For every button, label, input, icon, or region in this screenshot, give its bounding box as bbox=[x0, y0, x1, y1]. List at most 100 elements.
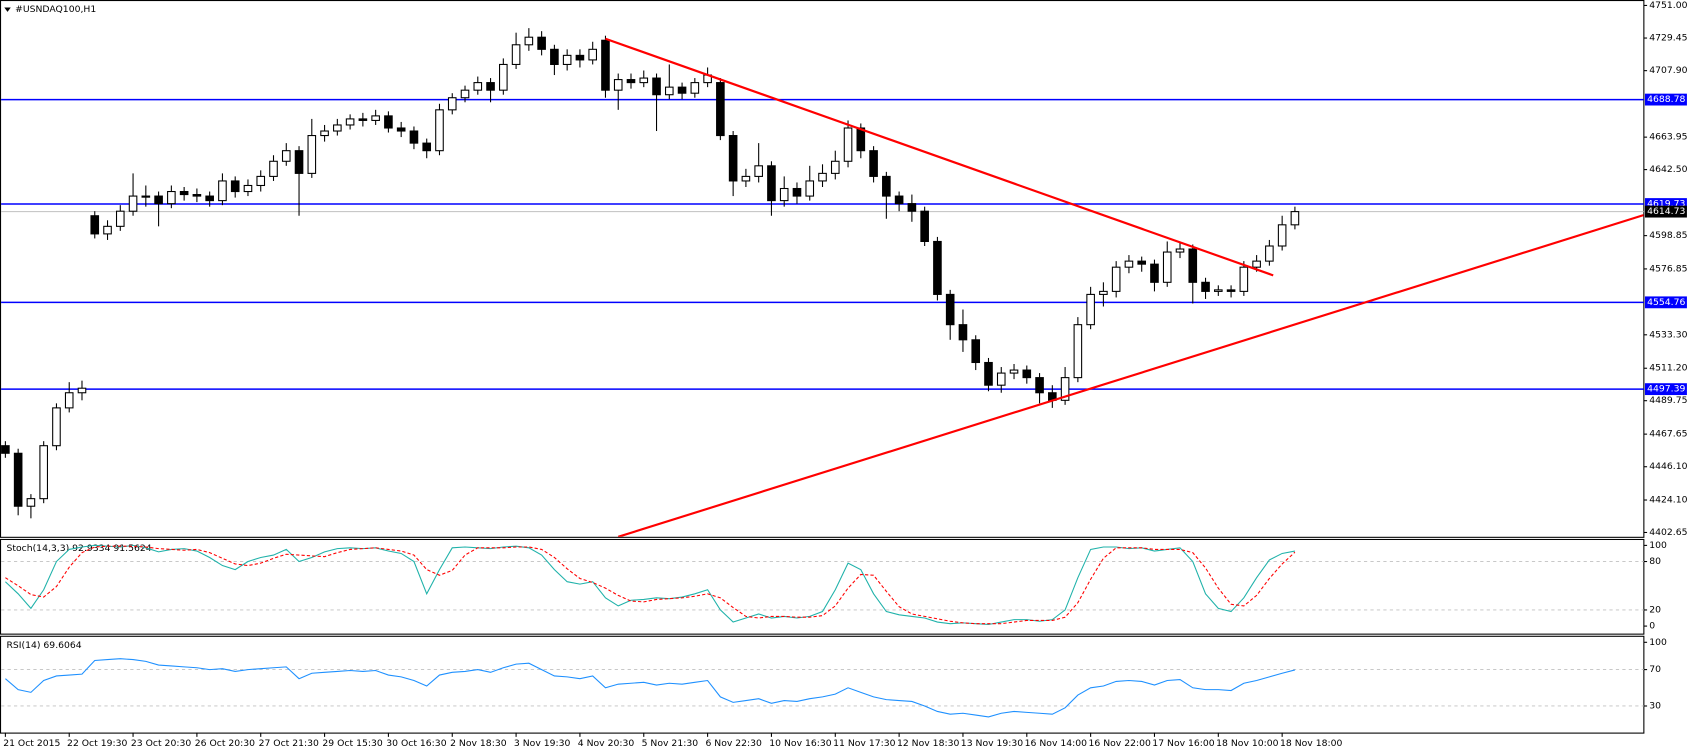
candle-body bbox=[26, 498, 36, 507]
candle-body bbox=[652, 77, 661, 96]
level-label: 4497.39 bbox=[1647, 384, 1685, 395]
y-tick-label: 4446.10 bbox=[1649, 461, 1687, 472]
candle-body bbox=[167, 190, 176, 205]
candle-body bbox=[613, 79, 623, 91]
candle-body bbox=[958, 324, 968, 341]
x-tick-label: 6 Nov 22:30 bbox=[705, 738, 762, 749]
x-tick-label: 18 Nov 18:00 bbox=[1280, 738, 1342, 749]
y-tick-label: 70 bbox=[1649, 664, 1661, 675]
candle-body bbox=[894, 195, 904, 205]
x-tick-label: 29 Oct 15:30 bbox=[322, 738, 382, 749]
level-label: 4554.76 bbox=[1647, 297, 1685, 308]
y-tick-label: 100 bbox=[1649, 540, 1667, 551]
candle-body bbox=[1175, 248, 1185, 253]
candle-body bbox=[1239, 266, 1249, 292]
y-tick-label: 4489.75 bbox=[1649, 395, 1687, 406]
x-tick-label: 16 Nov 14:00 bbox=[1025, 738, 1087, 749]
y-tick-label: 80 bbox=[1649, 556, 1661, 567]
candle-body bbox=[1111, 266, 1121, 292]
level-label-box bbox=[1644, 93, 1687, 106]
candle-body bbox=[103, 225, 112, 235]
candle-body bbox=[1265, 245, 1274, 262]
y-tick-label: 4729.45 bbox=[1649, 33, 1687, 44]
candle-body bbox=[1290, 211, 1300, 226]
last-price-label: 4614.73 bbox=[1647, 206, 1685, 217]
series-line bbox=[5, 658, 1296, 718]
candle-body bbox=[460, 89, 470, 99]
x-tick-label: 26 Oct 20:30 bbox=[195, 738, 255, 749]
candle-body bbox=[1252, 260, 1261, 268]
candle-body bbox=[1035, 377, 1044, 394]
x-tick-label: 16 Nov 22:00 bbox=[1088, 738, 1150, 749]
x-tick-label: 4 Nov 20:30 bbox=[578, 738, 635, 749]
x-tick-label: 2 Nov 18:30 bbox=[450, 738, 507, 749]
x-tick-label: 11 Nov 17:30 bbox=[833, 738, 895, 749]
y-tick-label: 0 bbox=[1649, 621, 1655, 632]
candle-body bbox=[154, 195, 163, 205]
candle-body bbox=[818, 172, 827, 182]
candle-body bbox=[933, 240, 942, 295]
level-label-box bbox=[1644, 296, 1687, 309]
x-tick-label: 17 Nov 16:00 bbox=[1152, 738, 1214, 749]
candle-body bbox=[396, 127, 406, 132]
candle-body bbox=[269, 160, 278, 177]
y-tick-label: 4707.90 bbox=[1649, 65, 1687, 76]
candle-body bbox=[294, 150, 304, 174]
panel-title: RSI(14) 69.6064 bbox=[6, 640, 81, 651]
candle-body bbox=[345, 118, 355, 126]
x-tick-label: 22 Oct 19:30 bbox=[67, 738, 127, 749]
candle-body bbox=[601, 39, 610, 91]
candle-body bbox=[1226, 289, 1236, 292]
candle-body bbox=[575, 54, 585, 61]
level-label-box bbox=[1644, 383, 1687, 396]
candle-body bbox=[192, 194, 202, 197]
candle-body bbox=[1, 445, 10, 454]
candle-body bbox=[1137, 260, 1147, 265]
x-tick-label: 23 Oct 20:30 bbox=[131, 738, 191, 749]
series-line bbox=[5, 544, 1296, 626]
y-tick-label: 4533.30 bbox=[1649, 329, 1687, 340]
candle-body bbox=[90, 215, 100, 235]
y-tick-label: 4467.65 bbox=[1649, 429, 1687, 440]
candle-body bbox=[115, 210, 125, 227]
candle-body bbox=[77, 387, 87, 394]
candle-body bbox=[1022, 369, 1032, 379]
candle-body bbox=[792, 187, 802, 197]
candle-body bbox=[562, 54, 572, 65]
candle-body bbox=[1201, 281, 1210, 292]
x-tick-label: 5 Nov 21:30 bbox=[642, 738, 699, 749]
candle-body bbox=[537, 36, 546, 50]
y-tick-label: 30 bbox=[1649, 700, 1661, 711]
candle-body bbox=[664, 86, 674, 96]
candle-body bbox=[996, 372, 1006, 386]
candle-body bbox=[473, 82, 483, 91]
level-label: 4688.78 bbox=[1647, 94, 1685, 105]
y-tick-label: 4751.00 bbox=[1649, 0, 1687, 11]
candle-body bbox=[499, 63, 508, 91]
candle-body bbox=[1162, 251, 1172, 283]
candle-body bbox=[716, 82, 725, 137]
y-tick-label: 4576.85 bbox=[1649, 263, 1687, 274]
x-tick-label: 3 Nov 19:30 bbox=[514, 738, 571, 749]
candle-body bbox=[384, 115, 393, 129]
y-tick-label: 4424.10 bbox=[1649, 495, 1687, 506]
series-line bbox=[5, 545, 1296, 625]
y-tick-label: 4598.85 bbox=[1649, 230, 1687, 241]
candle-body bbox=[588, 48, 598, 61]
candle-body bbox=[1188, 248, 1198, 283]
menu-icon bbox=[4, 7, 11, 12]
candle-body bbox=[524, 36, 534, 46]
candle-body bbox=[626, 79, 636, 84]
trendline bbox=[605, 37, 1274, 277]
y-tick-label: 4402.65 bbox=[1649, 527, 1687, 538]
level-label: 4619.73 bbox=[1647, 199, 1685, 210]
panel-frame bbox=[0, 538, 1645, 635]
y-tick-label: 4511.20 bbox=[1649, 363, 1687, 374]
candle-body bbox=[1073, 324, 1083, 379]
candle-body bbox=[1214, 289, 1223, 292]
candle-body bbox=[728, 135, 738, 182]
x-tick-label: 10 Nov 16:30 bbox=[769, 738, 831, 749]
candle-body bbox=[882, 175, 891, 197]
